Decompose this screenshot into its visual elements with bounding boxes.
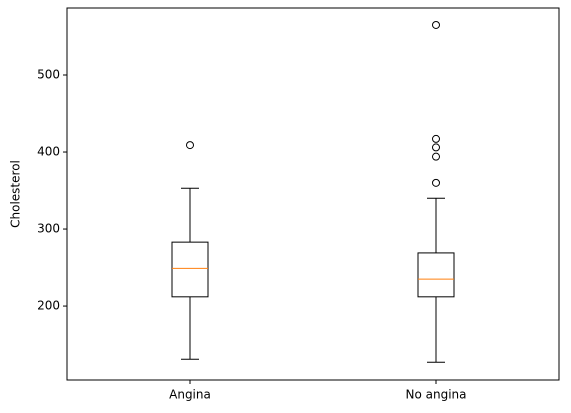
flier xyxy=(432,152,440,161)
plot-frame xyxy=(66,7,560,381)
y-tick-label: 300 xyxy=(37,222,60,236)
y-tick-label: 400 xyxy=(37,145,60,159)
flier xyxy=(432,178,440,187)
y-tick-label: 200 xyxy=(37,299,60,313)
box xyxy=(417,252,455,298)
x-tick-label: Angina xyxy=(169,388,211,402)
flier xyxy=(432,20,440,29)
flier xyxy=(432,134,440,143)
y-tick-label: 500 xyxy=(37,68,60,82)
flier xyxy=(186,141,194,150)
y-axis-label: Cholesterol xyxy=(9,160,23,228)
flier xyxy=(432,143,440,152)
x-tick-label: No angina xyxy=(405,388,466,402)
box xyxy=(171,241,209,298)
